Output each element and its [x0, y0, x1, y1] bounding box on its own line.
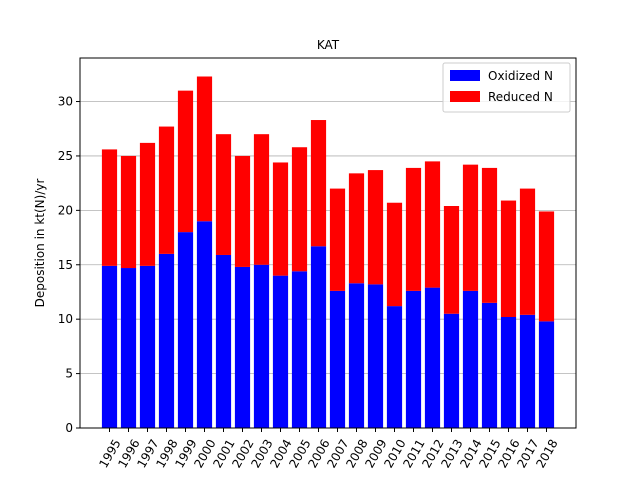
legend-swatch-reduced-n [450, 91, 480, 102]
bar-oxidized-n-2003 [253, 264, 270, 428]
bar-reduced-n-2011 [405, 167, 422, 291]
bar-reduced-n-2013 [443, 206, 460, 314]
bar-oxidized-n-2018 [538, 321, 555, 428]
bar-oxidized-n-1997 [139, 265, 156, 428]
bar-reduced-n-2000 [196, 76, 213, 222]
y-axis-ticks: 0 5 10 15 20 25 30 [58, 95, 80, 435]
chart-title: KAT [317, 38, 340, 52]
y-tick-label: 30 [58, 95, 73, 109]
bar-oxidized-n-2008 [348, 283, 365, 428]
bar-reduced-n-2008 [348, 173, 365, 284]
y-tick-label: 15 [58, 258, 73, 272]
bar-oxidized-n-2005 [291, 271, 308, 428]
bar-reduced-n-1999 [177, 90, 194, 233]
bar-oxidized-n-2015 [481, 302, 498, 428]
bars [101, 76, 555, 428]
bar-oxidized-n-2000 [196, 221, 213, 428]
bar-reduced-n-2018 [538, 211, 555, 322]
bar-oxidized-n-1995 [101, 265, 118, 428]
legend: Oxidized N Reduced N [442, 62, 571, 113]
bar-reduced-n-2010 [386, 202, 403, 307]
bar-reduced-n-2006 [310, 120, 327, 247]
bar-oxidized-n-2009 [367, 284, 384, 428]
bar-oxidized-n-2006 [310, 246, 327, 428]
bar-oxidized-n-2011 [405, 290, 422, 428]
bar-oxidized-n-2017 [519, 314, 536, 428]
x-axis-ticks: 1995199619971998199920002001200220032004… [96, 428, 561, 470]
bar-reduced-n-2009 [367, 170, 384, 285]
bar-reduced-n-2012 [424, 161, 441, 288]
plot-frame [79, 57, 577, 429]
bar-reduced-n-2014 [462, 164, 479, 291]
bar-reduced-n-2003 [253, 134, 270, 265]
bar-oxidized-n-1998 [158, 253, 175, 428]
bar-oxidized-n-2013 [443, 313, 460, 428]
bar-reduced-n-2015 [481, 167, 498, 303]
y-tick-label: 0 [65, 421, 73, 435]
bar-reduced-n-2001 [215, 134, 232, 255]
bar-reduced-n-1995 [101, 149, 118, 266]
bar-oxidized-n-2016 [500, 317, 517, 428]
bar-reduced-n-2005 [291, 147, 308, 272]
y-tick-label: 5 [65, 367, 73, 381]
y-tick-label: 20 [58, 203, 73, 217]
bar-oxidized-n-1996 [120, 268, 137, 428]
legend-label-oxidized-n: Oxidized N [488, 69, 553, 83]
bar-oxidized-n-2010 [386, 306, 403, 428]
y-tick-label: 10 [58, 312, 73, 326]
y-axis-label: Deposition in kt(N)/yr [33, 179, 47, 308]
bar-reduced-n-2007 [329, 188, 346, 291]
bar-reduced-n-1996 [120, 155, 137, 269]
bar-oxidized-n-2007 [329, 290, 346, 428]
bar-reduced-n-2017 [519, 188, 536, 315]
bar-reduced-n-2004 [272, 162, 289, 276]
bar-reduced-n-2016 [500, 200, 517, 317]
bar-oxidized-n-2014 [462, 290, 479, 428]
bar-oxidized-n-1999 [177, 232, 194, 428]
bar-oxidized-n-2002 [234, 266, 251, 428]
bar-reduced-n-1997 [139, 142, 156, 266]
bar-oxidized-n-2001 [215, 254, 232, 428]
bar-reduced-n-2002 [234, 155, 251, 267]
legend-label-reduced-n: Reduced N [488, 90, 553, 104]
bar-oxidized-n-2012 [424, 287, 441, 428]
bar-oxidized-n-2004 [272, 275, 289, 428]
y-tick-label: 25 [58, 149, 73, 163]
bar-reduced-n-1998 [158, 126, 175, 254]
legend-swatch-oxidized-n [450, 70, 480, 81]
